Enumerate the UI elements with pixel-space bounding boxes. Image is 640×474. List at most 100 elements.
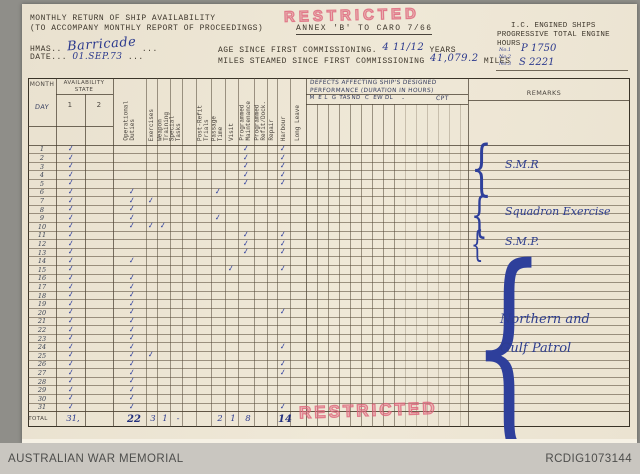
tick-mark: ✓ — [146, 195, 156, 206]
grid-line-vertical — [306, 78, 307, 427]
grid-line-vertical — [170, 78, 171, 427]
defects-subcolumn-header: EW — [372, 95, 383, 101]
day-number: 18 — [37, 291, 47, 300]
day-number: 1 — [39, 145, 45, 154]
table-row-line — [28, 264, 630, 266]
day-number: 27 — [37, 368, 47, 377]
total-value: 3 — [150, 414, 156, 425]
table-row-line — [28, 239, 630, 241]
day-number: 2 — [39, 153, 45, 162]
grid-line-vertical — [113, 78, 114, 427]
table-row-line — [28, 393, 630, 395]
tick-mark: ✓ — [127, 255, 137, 266]
remark-line: Gulf Patrol — [500, 340, 572, 356]
day-number: 4 — [39, 171, 45, 180]
document-scan: MONTHLY RETURN OF SHIP AVAILABILITY (TO … — [22, 4, 637, 453]
activity-column-header-label: Operational Duties — [122, 101, 136, 141]
engine-block-underline — [496, 70, 628, 71]
archive-name: AUSTRALIAN WAR MEMORIAL — [8, 453, 184, 465]
grid-line-vertical — [211, 78, 212, 427]
day-number: 10 — [37, 222, 47, 231]
annex-reference: ANNEX 'B' TO CARO 7/66 — [296, 24, 433, 35]
activity-column-header: Visit — [225, 79, 238, 142]
defects-subcolumn-header: M — [308, 95, 315, 101]
total-value: 22 — [127, 414, 141, 426]
day-number: 14 — [37, 257, 47, 266]
tick-mark: ✓ — [146, 220, 156, 231]
day-number: 6 — [39, 188, 45, 197]
day-column-header: DAY — [34, 103, 50, 111]
day-number: 30 — [37, 394, 47, 403]
defects-subcolumn-header: TAS — [338, 95, 351, 101]
remarks-brace: { — [471, 219, 547, 471]
tick-mark: ✓ — [213, 186, 223, 197]
defects-subcolumn-header: DL — [384, 95, 393, 101]
activity-column-header-label: Repair — [267, 119, 275, 141]
tick-mark: ✓ — [278, 306, 288, 317]
defects-header-line2: PERFORMANCE (DURATION IN HOURS) — [309, 87, 434, 94]
miles-handwritten: 41,079.2 — [430, 53, 479, 64]
tick-mark: ✓ — [278, 341, 288, 352]
table-row-line — [28, 350, 630, 352]
table-row-line — [28, 368, 630, 370]
remark-line: Squadron Exercise — [505, 205, 611, 219]
date-label: DATE... — [30, 53, 68, 62]
availability-state-1-header: 1 — [67, 101, 73, 109]
tick-mark: ✓ — [278, 263, 288, 274]
ship-label: HMAS.. — [30, 45, 62, 54]
total-value: 2 — [217, 414, 223, 425]
table-row-line — [28, 170, 630, 172]
grid-line-horizontal — [306, 94, 468, 95]
tick-mark: ✓ — [146, 349, 156, 360]
tick-mark: ✓ — [66, 401, 76, 412]
activity-column-header: Exercises — [146, 79, 157, 142]
remark-handwritten: Squadron Exercise — [505, 206, 611, 218]
table-row-line — [28, 178, 630, 180]
grid-line-vertical — [254, 78, 255, 427]
activity-column-header-label: Long Leave — [293, 104, 301, 141]
table-row-line — [28, 342, 630, 344]
table-row-line — [28, 282, 630, 284]
table-row-line — [28, 247, 630, 249]
day-number: 22 — [37, 325, 47, 334]
table-row-line — [28, 376, 630, 378]
activity-column-header-label: Special Tasks — [168, 115, 182, 141]
table-row-line — [28, 256, 630, 258]
table-row-line — [28, 307, 630, 309]
tick-mark: ✓ — [278, 401, 288, 412]
engine-no3-value: S 2221 — [519, 57, 555, 68]
table-row-line — [28, 213, 630, 215]
archive-footer-bar: AUSTRALIAN WAR MEMORIAL RCDIG1073144 — [0, 443, 640, 474]
age-handwritten: 4 11/12 — [382, 42, 425, 53]
tick-mark: ✓ — [127, 401, 137, 412]
activity-column-header: Programmed Maintenance — [238, 79, 254, 142]
tick-mark: ✓ — [213, 212, 223, 223]
grid-line-vertical — [238, 78, 239, 427]
tick-mark: ✓ — [127, 220, 137, 231]
day-number: 11 — [37, 231, 47, 240]
total-value: 1 — [230, 414, 236, 425]
table-row-line — [28, 411, 630, 413]
grid-line-horizontal — [56, 94, 113, 95]
tick-mark: ✓ — [278, 367, 288, 378]
activity-column-header-label: Harbour — [279, 115, 287, 141]
table-row-line — [28, 299, 630, 301]
total-value: 31, — [66, 414, 80, 425]
age-line: AGE SINCE FIRST COMMISSIONING. 4 11/12 Y… — [218, 42, 457, 55]
grid-line-vertical — [290, 78, 291, 427]
day-number: 21 — [37, 317, 47, 326]
day-number: 8 — [39, 205, 45, 214]
total-row-label: TOTAL — [28, 416, 48, 422]
availability-state-2-header: 2 — [96, 101, 102, 109]
table-row-line — [28, 153, 630, 155]
tick-mark: ✓ — [278, 246, 288, 257]
day-number: 26 — [37, 360, 47, 369]
day-number: 5 — [39, 179, 45, 188]
page-bottom-edge — [22, 439, 637, 443]
day-number: 29 — [37, 386, 47, 395]
day-number: 13 — [37, 248, 47, 257]
defects-tail-dash: - — [401, 95, 405, 102]
grid-line-vertical — [277, 78, 278, 427]
table-row-line — [28, 230, 630, 232]
